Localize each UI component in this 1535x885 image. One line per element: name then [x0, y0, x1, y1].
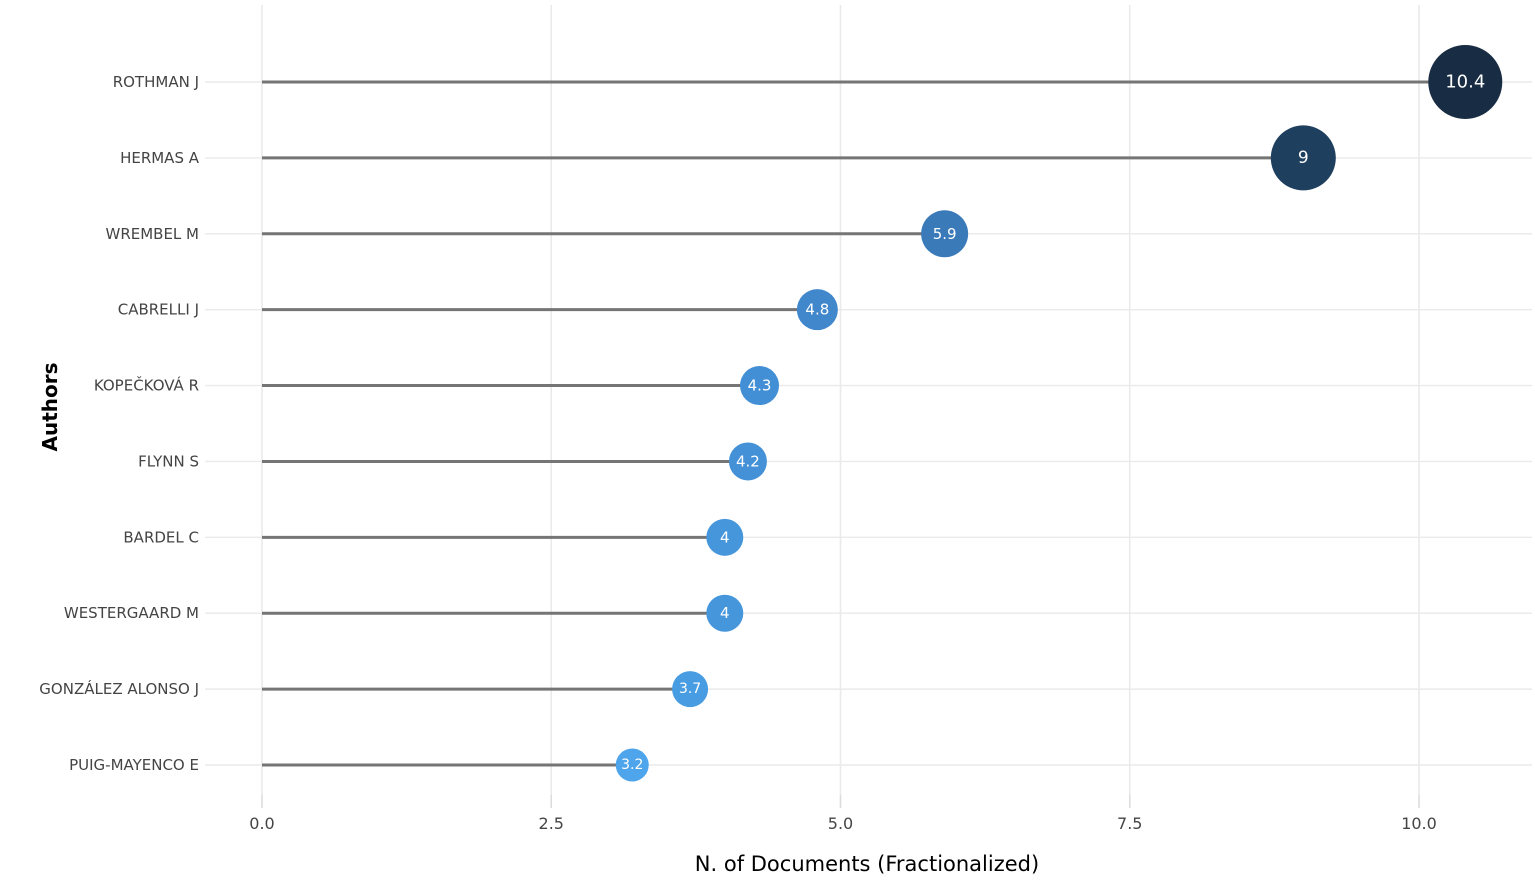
category-label: GONZÁLEZ ALONSO J [39, 679, 199, 698]
category-label: ROTHMAN J [113, 73, 199, 91]
data-point[interactable] [796, 289, 838, 331]
category-label: CABRELLI J [118, 301, 199, 319]
value-label: 10.4 [1445, 72, 1485, 93]
y-axis-title: Authors [38, 362, 62, 451]
category-label: WESTERGAARD M [64, 604, 199, 622]
data-point[interactable] [1428, 45, 1503, 119]
x-tick-label: 5.0 [828, 814, 853, 833]
category-label: PUIG-MAYENCO E [69, 756, 199, 774]
x-tick-label: 10.0 [1401, 814, 1437, 833]
chart-row: 4.8 CABRELLI J [118, 289, 1532, 331]
x-axis-title: N. of Documents (Fractionalized) [695, 852, 1039, 876]
data-point[interactable] [728, 442, 767, 481]
x-tick-label: 0.0 [249, 814, 274, 833]
chart-row: 4.2 FLYNN S [138, 442, 1532, 481]
category-label: WREMBEL M [105, 225, 199, 243]
value-label: 5.9 [933, 225, 957, 243]
data-point[interactable] [740, 366, 780, 406]
chart-row: 3.2 PUIG-MAYENCO E [69, 748, 1532, 782]
x-tick-label: 2.5 [539, 814, 564, 833]
chart-row: 5.9 WREMBEL M [105, 210, 1532, 258]
chart-row: 4 WESTERGAARD M [64, 594, 1532, 632]
category-label: KOPEČKOVÁ R [94, 376, 199, 395]
value-label: 4 [720, 604, 730, 622]
chart-rows: 10.4 ROTHMAN J 9 HERMAS A 5.9 WREMBEL M 4.8 CAB… [39, 45, 1532, 782]
category-label: FLYNN S [138, 452, 199, 470]
category-label: BARDEL C [123, 528, 199, 546]
data-point[interactable] [1270, 125, 1336, 191]
chart-row: 9 HERMAS A [120, 125, 1532, 191]
value-label: 9 [1298, 148, 1309, 168]
x-tick-label: 7.5 [1117, 814, 1142, 833]
chart-row: 4.3 KOPEČKOVÁ R [94, 366, 1532, 406]
chart-row: 4 BARDEL C [123, 518, 1532, 556]
vertical-gridlines [261, 5, 1420, 795]
data-point[interactable] [615, 748, 649, 782]
data-point[interactable] [921, 210, 969, 258]
value-label: 4 [720, 528, 730, 546]
value-label: 4.2 [736, 452, 760, 470]
chart-row: 10.4 ROTHMAN J [113, 45, 1532, 119]
chart-row: 3.7 GONZÁLEZ ALONSO J [39, 671, 1532, 708]
value-label: 4.3 [748, 377, 772, 395]
x-axis: 0.0 2.5 5.0 7.5 10.0 [249, 795, 1437, 833]
data-point[interactable] [706, 518, 744, 556]
value-label: 3.7 [679, 681, 701, 697]
category-label: HERMAS A [120, 149, 200, 167]
value-label: 3.2 [621, 757, 643, 773]
data-point[interactable] [672, 671, 709, 708]
data-point[interactable] [706, 594, 744, 632]
value-label: 4.8 [805, 301, 829, 319]
